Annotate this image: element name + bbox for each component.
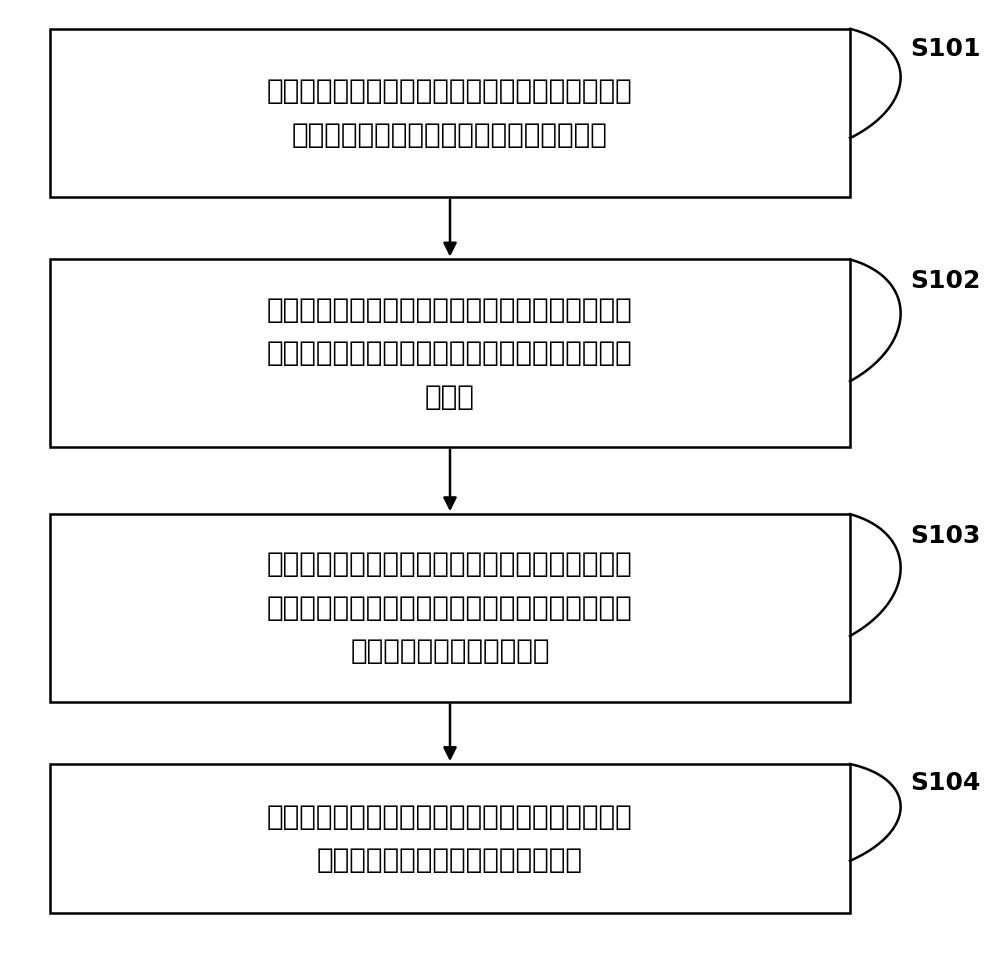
Text: S103: S103: [911, 524, 981, 548]
Text: S104: S104: [911, 772, 981, 796]
Text: S102: S102: [911, 269, 981, 293]
Text: 通过训练好的神经网络解算各个视场所测得的低阶
像差，获得主焦点组件对应的偏离量: 通过训练好的神经网络解算各个视场所测得的低阶 像差，获得主焦点组件对应的偏离量: [267, 802, 633, 875]
Bar: [50, 259, 850, 447]
Bar: [50, 29, 850, 197]
Text: S101: S101: [911, 37, 981, 62]
Text: 在望远镜圆顶内标校后，引入已知离焦量，使错位
型曲率传感器位于焦面的一侧，得到离焦图: 在望远镜圆顶内标校后，引入已知离焦量，使错位 型曲率传感器位于焦面的一侧，得到离…: [267, 77, 633, 149]
Bar: [50, 764, 850, 913]
Bar: [50, 514, 850, 702]
Text: 对离焦图进行处理后，从位于焦面同侧的两幅离焦
图中的离焦星点像中获取主焦点组件相对主镜的偏
离信息: 对离焦图进行处理后，从位于焦面同侧的两幅离焦 图中的离焦星点像中获取主焦点组件相…: [267, 296, 633, 410]
Text: 以各个视场所测得的两幅离焦图对应的低阶像差为
输入，以获取的主焦点组件相对主镜的偏离信息为
输出，建立并训练神经网络: 以各个视场所测得的两幅离焦图对应的低阶像差为 输入，以获取的主焦点组件相对主镜的…: [267, 551, 633, 665]
